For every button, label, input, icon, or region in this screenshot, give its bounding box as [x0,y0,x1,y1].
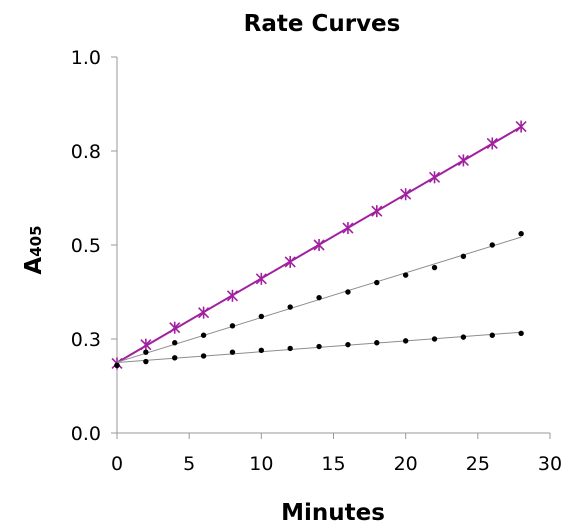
x-tick-label: 20 [394,453,418,475]
y-tick-label: 1.0 [71,47,101,69]
data-point [229,323,236,329]
data-point [431,264,438,271]
data-point [374,340,380,346]
data-point [287,345,293,352]
y-axis-label: A405 [21,225,47,274]
data-point [255,272,267,285]
data-point [229,349,236,355]
y-axis-label-main: A [21,257,47,275]
data-point [172,340,178,346]
data-point [316,294,322,301]
data-point [287,304,293,310]
data-point [200,353,207,359]
data-point [428,171,441,184]
data-point [172,355,178,361]
y-tick-label: 0.8 [71,141,101,163]
y-tick-label: 0.5 [71,235,101,257]
data-point [143,358,149,365]
data-point [374,279,380,286]
y-ticks: 0.0 0.3 0.5 0.8 1.0 [71,47,117,445]
data-point [143,349,149,355]
data-point [258,347,265,353]
data-point [400,188,412,201]
series-3 [114,330,524,369]
series-layer [111,120,527,370]
chart-title: Rate Curves [244,11,401,37]
data-point [402,338,409,344]
y-tick-label: 0.3 [71,329,101,351]
data-point [200,332,207,338]
data-point [342,222,354,235]
data-point [169,321,181,334]
x-ticks: 0 5 10 15 20 25 30 [111,433,562,475]
x-tick-label: 10 [249,453,273,475]
axes [116,57,550,434]
data-point [371,205,383,218]
data-point [486,137,498,150]
data-point [460,334,467,340]
data-point [226,289,239,302]
data-point [457,154,469,167]
data-point [489,242,495,248]
data-point [258,313,265,320]
data-point [345,341,351,348]
data-point [518,231,524,237]
series-1 [111,120,527,370]
data-point [518,330,524,337]
y-axis-label-subscript: 405 [27,225,45,256]
data-point [489,332,495,338]
data-point [140,338,152,351]
x-tick-label: 25 [466,453,490,475]
data-point [431,336,438,342]
data-point [345,289,351,295]
x-tick-label: 15 [321,453,345,475]
data-point [114,362,120,369]
data-point [460,253,467,259]
data-point [402,272,409,278]
data-point [284,255,296,268]
x-tick-label: 0 [111,453,123,475]
data-point [515,120,527,133]
data-point [316,343,322,350]
data-point [313,239,325,251]
series-2 [114,231,524,369]
x-axis-label: Minutes [281,500,385,526]
data-point [198,306,210,319]
y-tick-label: 0.0 [71,423,101,445]
x-tick-label: 30 [538,453,562,475]
x-tick-label: 5 [183,453,195,475]
